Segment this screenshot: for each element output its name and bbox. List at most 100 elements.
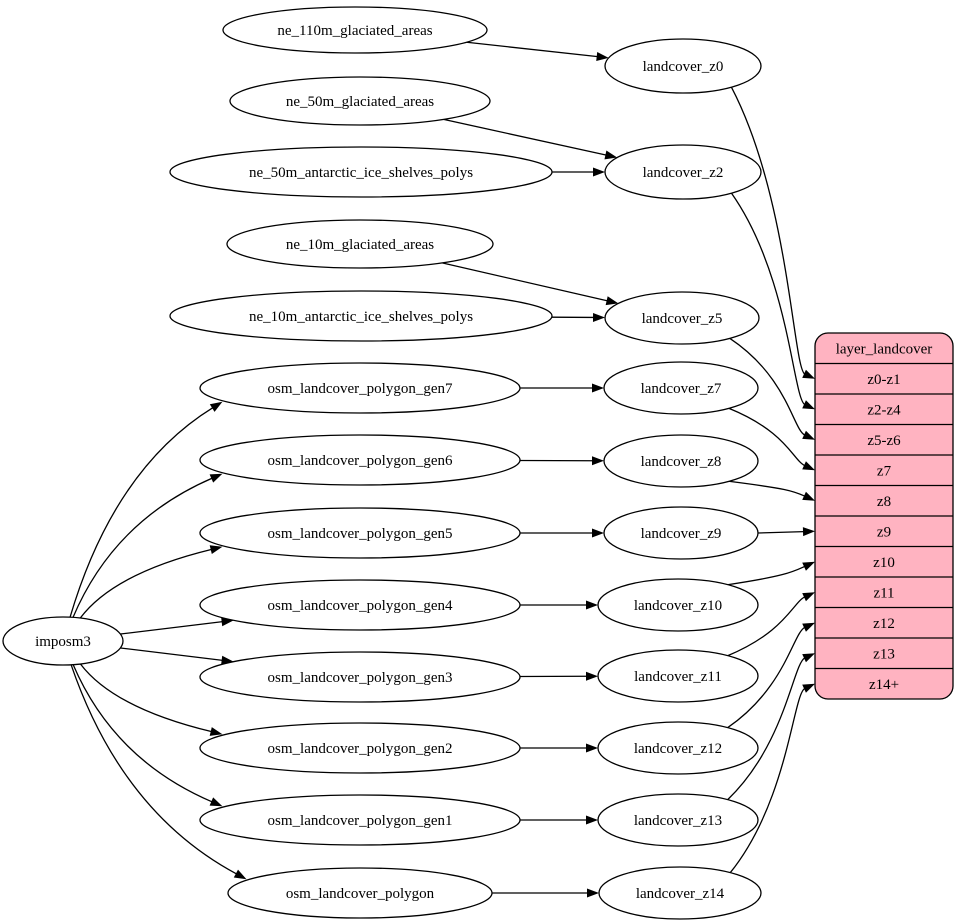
node-label-ne_10m_antarctic_ice_shelves_polys: ne_10m_antarctic_ice_shelves_polys <box>249 309 473 325</box>
edge-osm_landcover_polygon_gen4-to-landcover_z10 <box>520 600 598 610</box>
edge-landcover_z12-to-layer_landcover-z12 <box>727 622 815 729</box>
arrowhead-icon <box>592 383 604 393</box>
record-layer_landcover: layer_landcover z0-z1 z2-z4 z5-z6 z7 z8 z9 z10 z… <box>814 332 954 700</box>
arrowhead-icon <box>209 401 223 412</box>
node-landcover_z8: landcover_z8 <box>603 434 759 488</box>
node-ne_10m_antarctic_ice_shelves_polys: ne_10m_antarctic_ice_shelves_polys <box>169 290 553 342</box>
arrowhead-icon <box>209 545 223 554</box>
node-label-landcover_z9: landcover_z9 <box>641 526 722 542</box>
node-label-osm_landcover_polygon: osm_landcover_polygon <box>286 886 435 902</box>
node-label-osm_landcover_polygon_gen5: osm_landcover_polygon_gen5 <box>268 526 453 542</box>
edge-ne_50m_glaciated_areas-to-landcover_z2 <box>443 118 618 160</box>
record-row-z11: z11 <box>873 585 894 601</box>
edge-landcover_z11-to-layer_landcover-z11 <box>727 592 815 657</box>
edge-imposm3-to-osm_landcover_polygon_gen2 <box>79 663 223 736</box>
edge-osm_landcover_polygon_gen6-to-landcover_z8 <box>519 456 605 466</box>
arrowhead-icon <box>802 561 815 571</box>
arrowhead-icon <box>586 600 598 610</box>
edge-imposm3-to-osm_landcover_polygon_gen7 <box>69 401 223 618</box>
node-label-landcover_z7: landcover_z7 <box>641 381 722 397</box>
node-label-imposm3: imposm3 <box>35 634 91 650</box>
arrowhead-icon <box>802 369 815 379</box>
edge-landcover_z14-to-layer_landcover-z14+ <box>729 683 815 874</box>
edge-osm_landcover_polygon_gen2-to-landcover_z12 <box>520 743 598 753</box>
edge-imposm3-to-osm_landcover_polygon <box>70 664 247 880</box>
arrowhead-icon <box>802 430 815 440</box>
node-label-ne_50m_antarctic_ice_shelves_polys: ne_50m_antarctic_ice_shelves_polys <box>249 165 473 181</box>
node-ne_110m_glaciated_areas: ne_110m_glaciated_areas <box>222 6 488 54</box>
node-osm_landcover_polygon_gen4: osm_landcover_polygon_gen4 <box>199 579 521 631</box>
node-osm_landcover_polygon: osm_landcover_polygon <box>227 867 493 919</box>
node-landcover_z0: landcover_z0 <box>604 38 762 94</box>
edge-landcover_z7-to-layer_landcover-z7 <box>728 407 815 471</box>
node-label-osm_landcover_polygon_gen7: osm_landcover_polygon_gen7 <box>268 381 453 397</box>
node-osm_landcover_polygon_gen2: osm_landcover_polygon_gen2 <box>199 722 521 774</box>
record-row-z10: z10 <box>873 555 895 571</box>
edge-ne_10m_glaciated_areas-to-landcover_z5 <box>441 262 619 306</box>
arrowhead-icon <box>592 312 606 322</box>
record-row-z13: z13 <box>873 646 895 662</box>
node-label-landcover_z5: landcover_z5 <box>642 311 723 327</box>
arrowhead-icon <box>802 527 815 537</box>
node-label-osm_landcover_polygon_gen2: osm_landcover_polygon_gen2 <box>268 741 453 757</box>
arrowhead-icon <box>593 167 605 177</box>
node-label-osm_landcover_polygon_gen6: osm_landcover_polygon_gen6 <box>268 453 453 469</box>
arrowhead-icon <box>605 296 619 306</box>
node-label-landcover_z14: landcover_z14 <box>636 886 725 902</box>
arrowhead-icon <box>209 473 223 483</box>
arrowhead-icon <box>233 869 247 880</box>
arrowhead-icon <box>802 461 815 471</box>
arrowhead-icon <box>586 815 598 825</box>
arrowhead-icon <box>596 52 609 62</box>
edge-osm_landcover_polygon_gen3-to-landcover_z11 <box>519 671 599 681</box>
node-label-ne_110m_glaciated_areas: ne_110m_glaciated_areas <box>277 23 432 39</box>
node-ne_50m_glaciated_areas: ne_50m_glaciated_areas <box>229 76 491 126</box>
record-row-z8: z8 <box>877 494 891 510</box>
node-landcover_z14: landcover_z14 <box>598 866 762 920</box>
edge-ne_50m_antarctic_ice_shelves_polys-to-landcover_z2 <box>552 167 605 177</box>
node-label-ne_50m_glaciated_areas: ne_50m_glaciated_areas <box>286 94 434 110</box>
node-landcover_z11: landcover_z11 <box>597 649 759 703</box>
node-landcover_z5: landcover_z5 <box>604 291 760 345</box>
node-osm_landcover_polygon_gen5: osm_landcover_polygon_gen5 <box>199 507 521 559</box>
arrowhead-icon <box>586 743 598 753</box>
node-landcover_z13: landcover_z13 <box>597 793 759 847</box>
node-label-landcover_z11: landcover_z11 <box>634 669 722 685</box>
edge-imposm3-to-osm_landcover_polygon_gen1 <box>72 664 223 807</box>
node-imposm3: imposm3 <box>2 616 124 666</box>
edge-ne_110m_glaciated_areas-to-landcover_z0 <box>466 41 609 62</box>
arrowhead-icon <box>802 622 815 632</box>
edge-imposm3-to-osm_landcover_polygon_gen4 <box>120 617 234 635</box>
arrowhead-icon <box>209 727 223 736</box>
record-title: layer_landcover <box>836 341 933 357</box>
node-label-ne_10m_glaciated_areas: ne_10m_glaciated_areas <box>286 237 434 253</box>
edge-imposm3-to-osm_landcover_polygon_gen3 <box>120 647 234 665</box>
node-osm_landcover_polygon_gen1: osm_landcover_polygon_gen1 <box>199 794 521 846</box>
node-landcover_z10: landcover_z10 <box>597 578 759 632</box>
arrowhead-icon <box>802 491 815 501</box>
edge-imposm3-to-osm_landcover_polygon_gen6 <box>72 473 223 618</box>
arrowhead-icon <box>802 653 815 663</box>
node-osm_landcover_polygon_gen7: osm_landcover_polygon_gen7 <box>199 362 521 414</box>
edge-landcover_z9-to-layer_landcover-z9 <box>757 527 815 537</box>
record-row-z9: z9 <box>877 524 891 540</box>
edge-osm_landcover_polygon_gen7-to-landcover_z7 <box>520 383 604 393</box>
record-row-z7: z7 <box>877 463 892 479</box>
node-label-landcover_z0: landcover_z0 <box>643 59 724 75</box>
arrowhead-icon <box>592 528 604 538</box>
node-osm_landcover_polygon_gen3: osm_landcover_polygon_gen3 <box>199 651 521 703</box>
node-osm_landcover_polygon_gen6: osm_landcover_polygon_gen6 <box>199 434 521 486</box>
arrowhead-icon <box>221 655 234 665</box>
arrowhead-icon <box>591 456 605 466</box>
node-landcover_z7: landcover_z7 <box>603 361 759 415</box>
node-label-landcover_z13: landcover_z13 <box>634 813 722 829</box>
node-ne_50m_antarctic_ice_shelves_polys: ne_50m_antarctic_ice_shelves_polys <box>169 146 553 198</box>
record-row-z0-z1: z0-z1 <box>867 372 900 388</box>
node-label-landcover_z2: landcover_z2 <box>643 165 724 181</box>
node-landcover_z12: landcover_z12 <box>597 721 759 775</box>
node-label-osm_landcover_polygon_gen1: osm_landcover_polygon_gen1 <box>268 813 453 829</box>
node-label-osm_landcover_polygon_gen4: osm_landcover_polygon_gen4 <box>268 598 453 614</box>
edge-imposm3-to-osm_landcover_polygon_gen5 <box>79 545 223 619</box>
record-row-z2-z4: z2-z4 <box>867 402 901 418</box>
